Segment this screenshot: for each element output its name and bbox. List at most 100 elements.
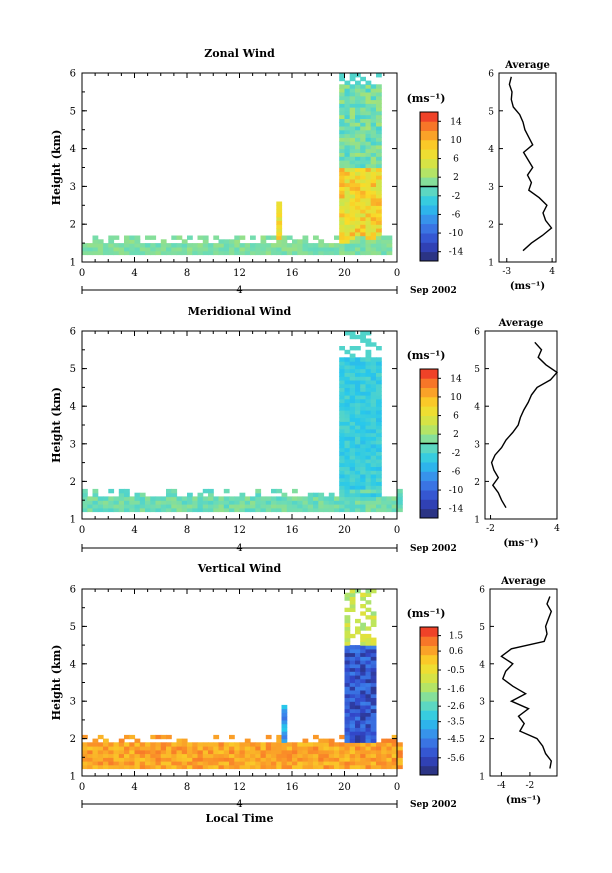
heatmap-cell <box>365 447 372 452</box>
heatmap-cell <box>360 250 366 256</box>
heatmap-cell <box>397 488 403 494</box>
profile-y-tick-label: 1 <box>488 259 494 269</box>
heatmap-cell <box>365 473 372 479</box>
heatmap-cell <box>139 500 146 505</box>
heatmap-cell <box>150 753 157 758</box>
heatmap-cell <box>323 496 330 501</box>
heatmap-cell <box>276 235 283 240</box>
heatmap-cell <box>360 91 366 97</box>
heatmap-cell <box>365 209 372 214</box>
profile-x-tick-label: -2 <box>486 524 495 534</box>
heatmap-cell <box>208 761 214 766</box>
heatmap-cell <box>276 757 283 762</box>
heatmap-cell <box>197 753 204 758</box>
heatmap-cell <box>355 235 361 240</box>
heatmap-cell <box>276 764 283 770</box>
heatmap-cell <box>97 753 104 758</box>
profile-y-tick-label: 3 <box>488 183 494 193</box>
heatmap-cell <box>239 250 246 256</box>
heatmap-cell <box>97 749 104 755</box>
heatmap-cell <box>365 231 372 237</box>
heatmap-cell <box>213 504 220 509</box>
heatmap-cell <box>344 641 351 646</box>
heatmap-cell <box>82 742 88 747</box>
heatmap-cell <box>166 757 172 762</box>
heatmap-cell <box>292 243 298 248</box>
heatmap-cell <box>334 250 340 256</box>
profile-y-tick-label: 2 <box>474 478 480 488</box>
heatmap-cell <box>339 152 345 157</box>
heatmap-cell <box>150 504 157 509</box>
heatmap-cell <box>355 746 361 751</box>
heatmap-cell <box>365 690 372 695</box>
heatmap-cell <box>344 436 351 441</box>
heatmap-cell <box>244 243 251 248</box>
heatmap-cell <box>213 753 220 758</box>
heatmap-cell <box>97 250 104 256</box>
heatmap-cell <box>197 749 204 755</box>
heatmap-cell <box>344 224 351 229</box>
heatmap-cell <box>355 496 361 501</box>
heatmap-cell <box>360 331 366 336</box>
heatmap-cell <box>176 246 183 252</box>
heatmap-cell <box>360 749 366 755</box>
heatmap-cell <box>339 346 345 351</box>
heatmap-cell <box>360 477 366 482</box>
heatmap-cell <box>360 376 366 381</box>
profile-line <box>508 76 553 252</box>
heatmap-cell <box>355 440 361 445</box>
heatmap-cell <box>339 137 345 142</box>
heatmap-cell <box>118 488 125 494</box>
heatmap-cell <box>344 156 351 161</box>
heatmap-cell <box>281 719 288 725</box>
heatmap-cell <box>376 507 382 513</box>
heatmap-cell <box>365 353 372 358</box>
heatmap-cell <box>292 504 298 509</box>
heatmap-cell <box>360 137 366 142</box>
heatmap-cell <box>355 663 361 669</box>
heatmap-cell <box>365 589 372 594</box>
heatmap-cell <box>386 746 393 751</box>
heatmap-cell <box>145 757 151 762</box>
heatmap-cell <box>370 660 377 665</box>
heatmap-cell <box>360 663 366 669</box>
heatmap-cell <box>355 228 361 233</box>
heatmap-cell <box>344 84 351 89</box>
heatmap-cell <box>360 95 366 101</box>
heatmap-cell <box>376 182 382 187</box>
heatmap-cell <box>344 190 351 195</box>
heatmap-cell <box>339 167 345 172</box>
heatmap-cell <box>349 719 356 725</box>
colorbar-segment <box>420 738 438 748</box>
heatmap-cell <box>370 723 377 728</box>
heatmap-cell <box>134 243 141 248</box>
heatmap-cell <box>355 182 361 187</box>
heatmap-cell <box>286 250 293 256</box>
heatmap-cell <box>349 163 356 169</box>
heatmap-cell <box>118 250 125 256</box>
date-label: Sep 2002 <box>410 286 457 296</box>
heatmap-cell <box>360 507 366 513</box>
heatmap-cell <box>365 485 372 490</box>
colorbar-tick-label: -5.6 <box>447 754 465 764</box>
x-tick-label: 20 <box>338 525 351 536</box>
x-tick-label: 8 <box>184 268 190 279</box>
heatmap-cell <box>313 746 319 751</box>
heatmap-cell <box>318 749 325 755</box>
colorbar-segment <box>420 673 438 683</box>
heatmap-cell <box>355 361 361 366</box>
y-tick-label: 5 <box>70 364 76 375</box>
heatmap-cell <box>365 504 372 509</box>
heatmap-cell <box>349 182 356 187</box>
heatmap-cell <box>365 129 372 135</box>
heatmap-cell <box>360 171 366 176</box>
heatmap-cell <box>360 723 366 728</box>
heatmap-cell <box>192 757 199 762</box>
heatmap-cell <box>365 615 372 620</box>
heatmap-cell <box>223 742 230 747</box>
heatmap-cell <box>355 701 361 706</box>
heatmap-cell <box>229 746 235 751</box>
heatmap-cell <box>365 118 372 123</box>
heatmap-cell <box>255 488 262 494</box>
heatmap-cell <box>349 690 356 695</box>
